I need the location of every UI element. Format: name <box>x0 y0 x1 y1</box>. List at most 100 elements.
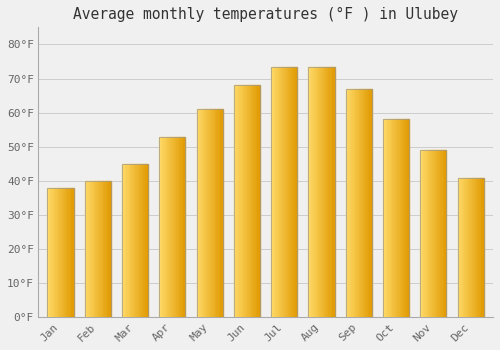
Bar <box>474 177 476 317</box>
Bar <box>140 164 141 317</box>
Bar <box>251 85 252 317</box>
Bar <box>98 181 99 317</box>
Bar <box>480 177 481 317</box>
Bar <box>271 66 272 317</box>
Bar <box>288 66 290 317</box>
Bar <box>104 181 106 317</box>
Bar <box>478 177 480 317</box>
Bar <box>472 177 474 317</box>
Bar <box>94 181 95 317</box>
Bar <box>392 119 394 317</box>
Bar <box>287 66 288 317</box>
Bar <box>58 188 59 317</box>
Bar <box>364 89 366 317</box>
Bar <box>59 188 60 317</box>
Bar <box>395 119 396 317</box>
Bar <box>422 150 423 317</box>
Bar <box>243 85 244 317</box>
Bar <box>396 119 398 317</box>
Bar <box>346 89 372 317</box>
Bar <box>482 177 484 317</box>
Bar <box>312 66 314 317</box>
Bar <box>348 89 350 317</box>
Bar <box>310 66 311 317</box>
Bar <box>320 66 322 317</box>
Bar <box>160 136 186 317</box>
Bar <box>182 136 183 317</box>
Bar <box>394 119 395 317</box>
Bar <box>246 85 247 317</box>
Bar <box>458 177 459 317</box>
Bar <box>458 177 483 317</box>
Bar <box>436 150 438 317</box>
Bar <box>255 85 256 317</box>
Bar <box>276 66 278 317</box>
Bar <box>240 85 242 317</box>
Bar <box>355 89 356 317</box>
Bar <box>248 85 250 317</box>
Bar <box>383 119 384 317</box>
Bar <box>275 66 276 317</box>
Bar <box>86 181 88 317</box>
Bar <box>136 164 138 317</box>
Bar <box>387 119 388 317</box>
Bar <box>100 181 102 317</box>
Bar <box>70 188 71 317</box>
Bar <box>215 109 216 317</box>
Bar <box>278 66 279 317</box>
Bar <box>358 89 359 317</box>
Bar <box>290 66 291 317</box>
Bar <box>160 136 162 317</box>
Bar <box>424 150 426 317</box>
Bar <box>283 66 284 317</box>
Bar <box>219 109 220 317</box>
Bar <box>143 164 144 317</box>
Bar <box>328 66 330 317</box>
Bar <box>135 164 136 317</box>
Bar <box>84 181 111 317</box>
Bar <box>408 119 409 317</box>
Bar <box>67 188 68 317</box>
Bar <box>64 188 66 317</box>
Bar <box>405 119 406 317</box>
Bar <box>54 188 56 317</box>
Bar <box>66 188 67 317</box>
Bar <box>134 164 135 317</box>
Bar <box>107 181 108 317</box>
Bar <box>142 164 143 317</box>
Bar <box>324 66 326 317</box>
Bar <box>366 89 368 317</box>
Bar <box>92 181 94 317</box>
Bar <box>220 109 222 317</box>
Bar <box>252 85 254 317</box>
Bar <box>384 119 386 317</box>
Bar <box>402 119 404 317</box>
Bar <box>138 164 139 317</box>
Bar <box>48 188 50 317</box>
Bar <box>362 89 364 317</box>
Bar <box>147 164 148 317</box>
Bar <box>420 150 422 317</box>
Bar <box>430 150 431 317</box>
Bar <box>184 136 186 317</box>
Bar <box>128 164 130 317</box>
Bar <box>279 66 280 317</box>
Bar <box>386 119 387 317</box>
Bar <box>296 66 298 317</box>
Bar <box>130 164 131 317</box>
Bar <box>172 136 174 317</box>
Bar <box>244 85 246 317</box>
Bar <box>332 66 334 317</box>
Bar <box>360 89 362 317</box>
Bar <box>274 66 275 317</box>
Bar <box>235 85 236 317</box>
Bar <box>462 177 463 317</box>
Bar <box>441 150 442 317</box>
Bar <box>206 109 207 317</box>
Bar <box>68 188 70 317</box>
Bar <box>404 119 405 317</box>
Bar <box>359 89 360 317</box>
Bar <box>95 181 96 317</box>
Bar <box>102 181 103 317</box>
Bar <box>294 66 296 317</box>
